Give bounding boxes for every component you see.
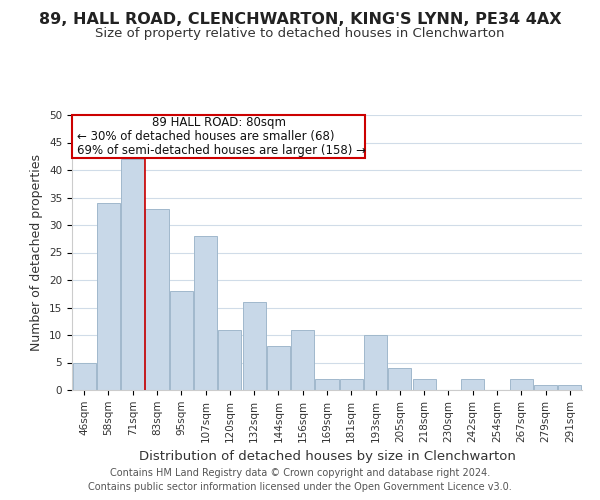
Bar <box>194 236 217 390</box>
Bar <box>534 384 557 390</box>
Bar <box>267 346 290 390</box>
Bar <box>388 368 412 390</box>
Bar <box>340 379 363 390</box>
Text: 69% of semi-detached houses are larger (158) →: 69% of semi-detached houses are larger (… <box>77 144 366 157</box>
FancyBboxPatch shape <box>72 115 365 158</box>
Text: 89 HALL ROAD: 80sqm: 89 HALL ROAD: 80sqm <box>152 116 286 128</box>
Bar <box>73 362 95 390</box>
Bar <box>242 302 266 390</box>
Text: 89, HALL ROAD, CLENCHWARTON, KING'S LYNN, PE34 4AX: 89, HALL ROAD, CLENCHWARTON, KING'S LYNN… <box>38 12 562 28</box>
Bar <box>364 335 387 390</box>
Y-axis label: Number of detached properties: Number of detached properties <box>31 154 43 351</box>
Text: Size of property relative to detached houses in Clenchwarton: Size of property relative to detached ho… <box>95 28 505 40</box>
Text: Contains public sector information licensed under the Open Government Licence v3: Contains public sector information licen… <box>88 482 512 492</box>
Bar <box>559 384 581 390</box>
Text: ← 30% of detached houses are smaller (68): ← 30% of detached houses are smaller (68… <box>77 130 335 143</box>
Bar <box>291 330 314 390</box>
Bar <box>510 379 533 390</box>
Bar <box>413 379 436 390</box>
Bar <box>170 291 193 390</box>
Bar <box>461 379 484 390</box>
Bar <box>218 330 241 390</box>
Bar <box>97 203 120 390</box>
X-axis label: Distribution of detached houses by size in Clenchwarton: Distribution of detached houses by size … <box>139 450 515 463</box>
Bar <box>145 208 169 390</box>
Bar <box>316 379 338 390</box>
Text: Contains HM Land Registry data © Crown copyright and database right 2024.: Contains HM Land Registry data © Crown c… <box>110 468 490 477</box>
Bar <box>121 159 144 390</box>
